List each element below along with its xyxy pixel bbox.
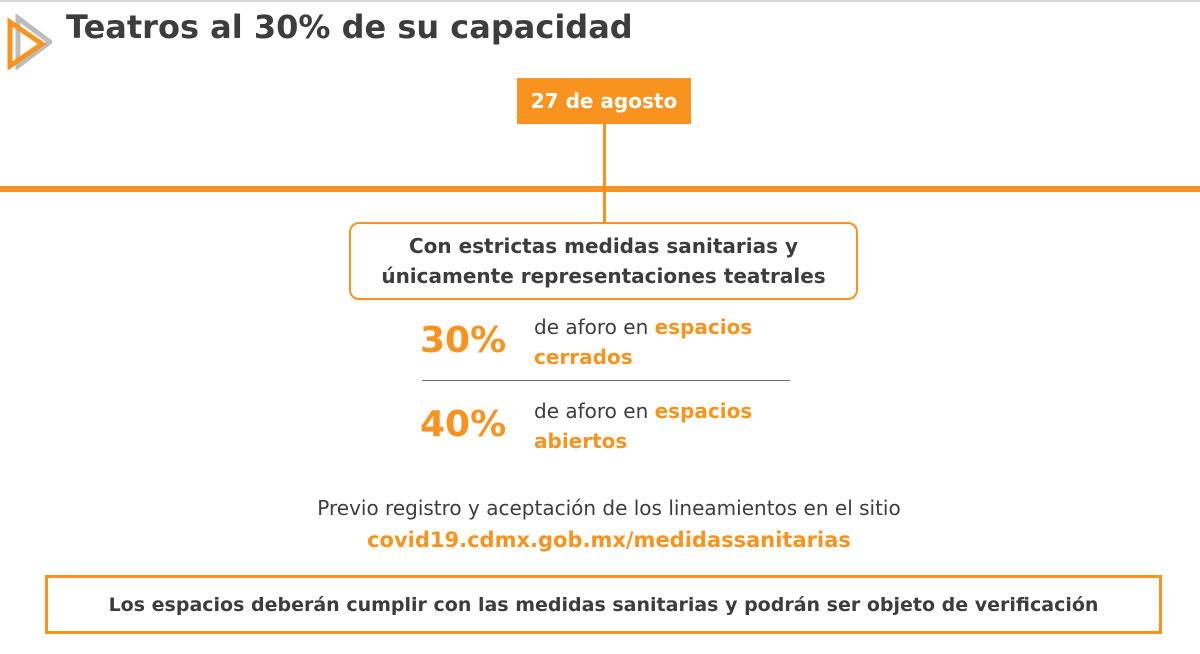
date-badge: 27 de agosto	[517, 78, 691, 124]
capacity-percent: 40%	[420, 404, 507, 445]
play-triangle-icon	[7, 13, 52, 70]
capacity-highlight: cerrados	[534, 345, 633, 369]
verification-notice: Los espacios deberán cumplir con las med…	[45, 575, 1162, 634]
registration-note: Previo registro y aceptación de los line…	[317, 496, 901, 520]
capacity-highlight: espacios	[654, 399, 753, 423]
registration-url[interactable]: covid19.cdmx.gob.mx/medidassanitarias	[367, 528, 851, 552]
capacity-closed-spaces: 30% de aforo en espacios cerrados	[420, 312, 800, 372]
capacity-highlight: abiertos	[534, 429, 628, 453]
measures-box: Con estrictas medidas sanitarias y única…	[349, 222, 858, 300]
capacity-prefix: de aforo en	[534, 315, 649, 339]
measures-line-1: Con estrictas medidas sanitarias y	[408, 234, 799, 258]
capacity-highlight: espacios	[654, 315, 753, 339]
timeline-connector	[603, 124, 606, 224]
timeline-bar	[0, 186, 1200, 192]
capacity-description: de aforo en espacios cerrados	[534, 312, 752, 372]
page-title: Teatros al 30% de su capacidad	[66, 8, 633, 46]
verification-text: Los espacios deberán cumplir con las med…	[108, 593, 1099, 616]
capacity-description: de aforo en espacios abiertos	[534, 396, 752, 456]
top-border	[0, 0, 1200, 2]
divider	[422, 380, 790, 381]
measures-line-2: únicamente representaciones teatrales	[381, 264, 826, 288]
capacity-open-spaces: 40% de aforo en espacios abiertos	[420, 396, 800, 456]
capacity-prefix: de aforo en	[534, 399, 649, 423]
capacity-percent: 30%	[420, 320, 507, 361]
